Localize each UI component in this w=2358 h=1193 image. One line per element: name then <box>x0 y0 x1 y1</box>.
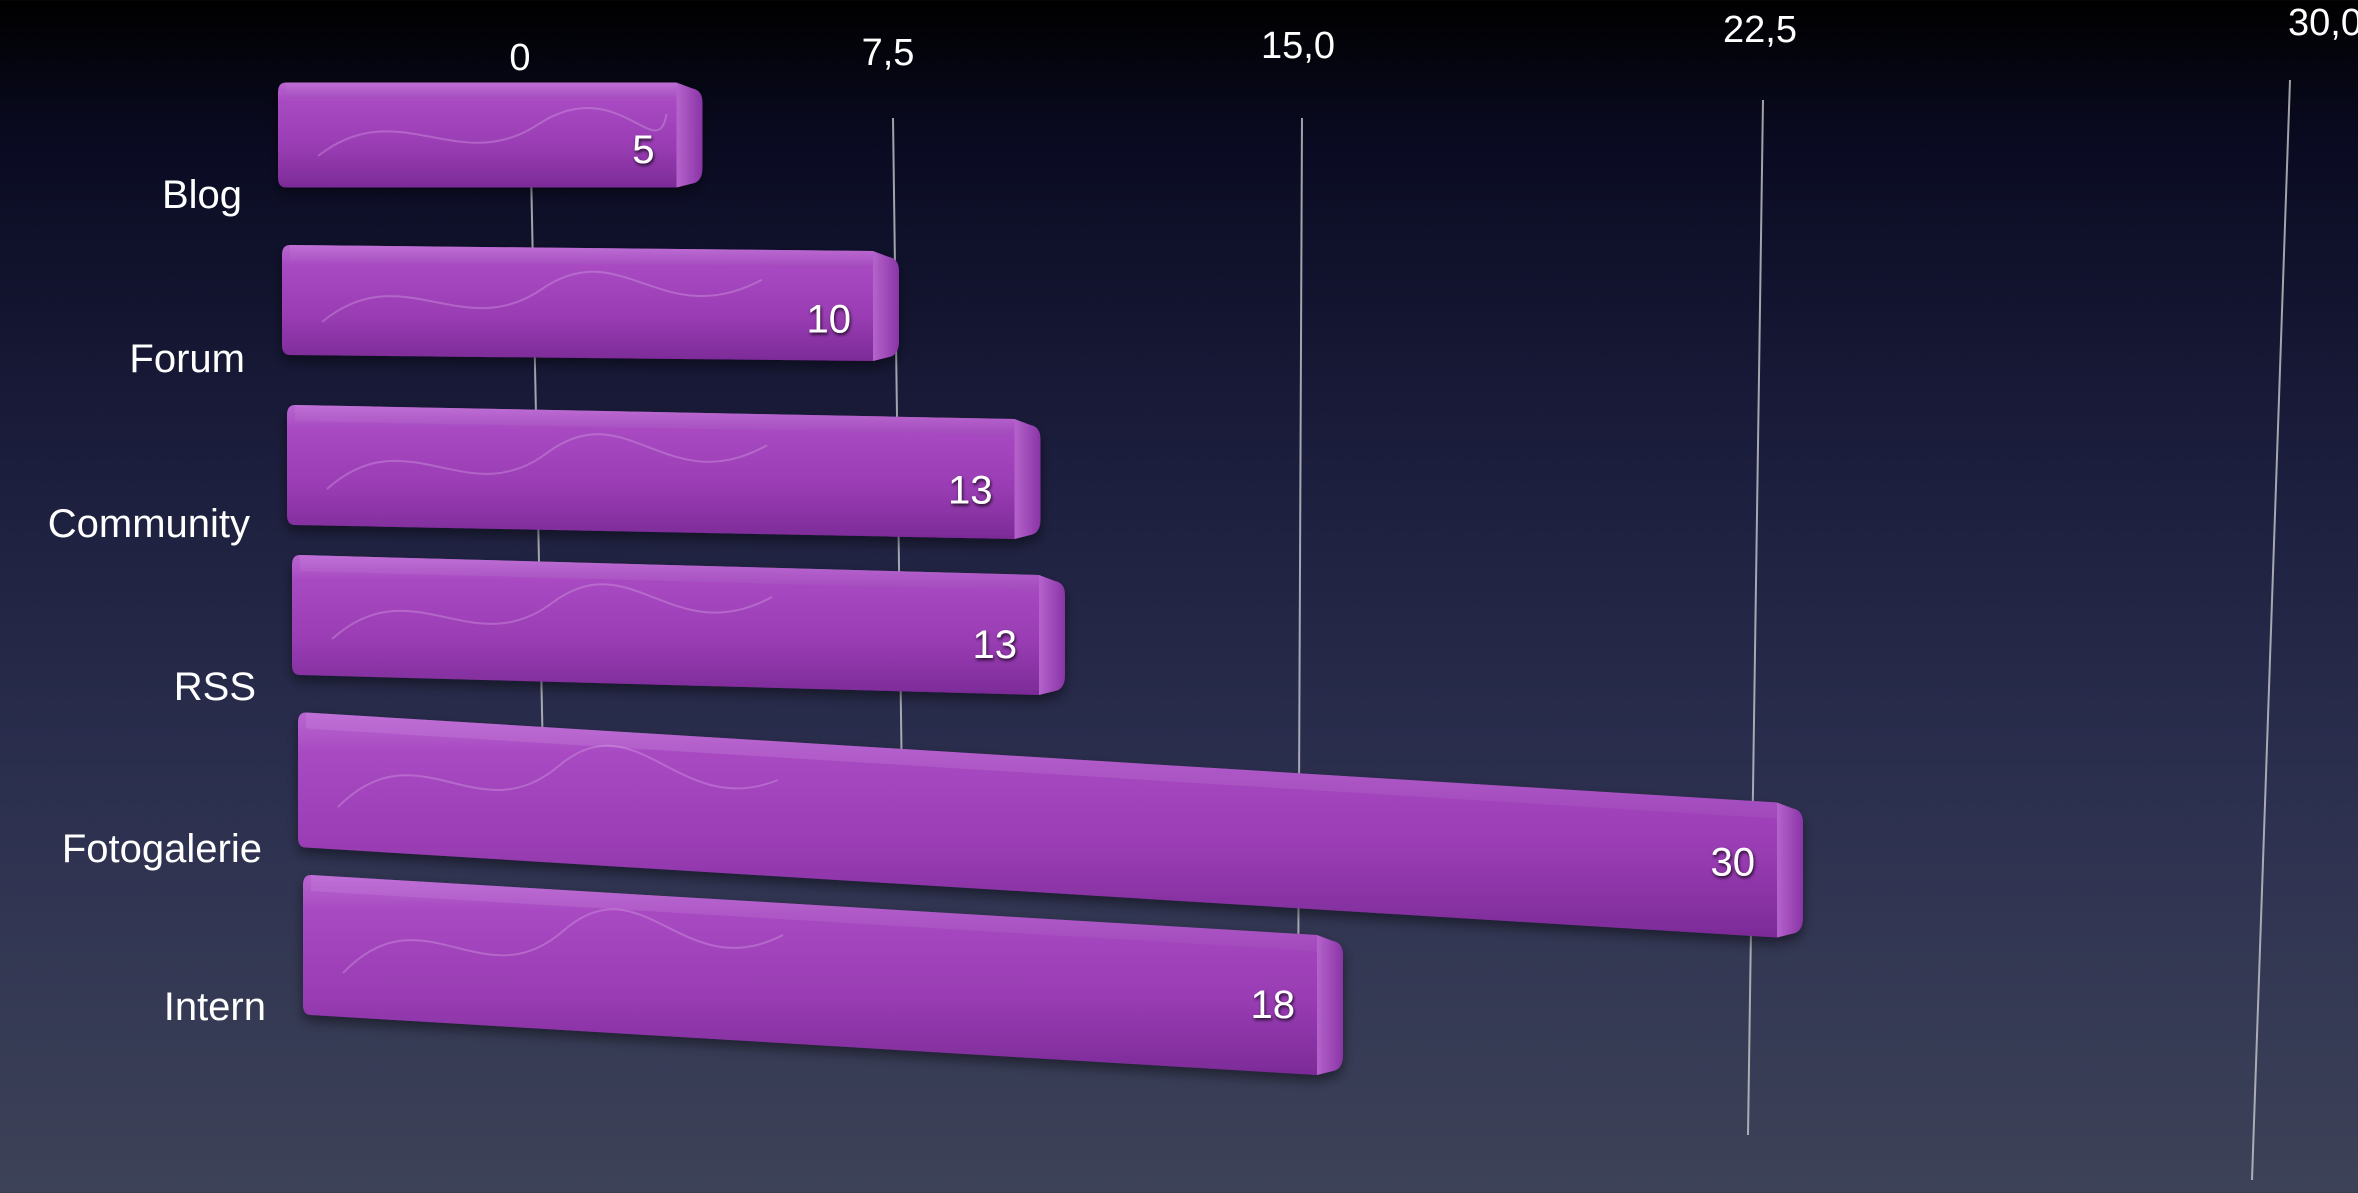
bar-top <box>290 245 873 267</box>
bar-pattern <box>337 744 779 808</box>
bar-intern <box>303 875 1343 1075</box>
bar-end-cap <box>1014 419 1041 539</box>
category-label: Fotogalerie <box>62 827 262 871</box>
gridline <box>2251 79 2291 1181</box>
gridline <box>1747 99 1764 1136</box>
bar-top <box>286 82 677 99</box>
bar-forum <box>282 245 899 361</box>
bar-value-label: 30 <box>1711 841 1756 885</box>
bar-value-label: 10 <box>807 298 852 342</box>
bar-pattern <box>317 107 668 157</box>
bar-face <box>282 245 873 361</box>
bar-community <box>287 405 1041 539</box>
bar-value-label: 18 <box>1251 983 1296 1027</box>
bar-value-label: 13 <box>973 623 1018 667</box>
category-label: Blog <box>162 173 242 217</box>
bar-fotogalerie <box>298 712 1803 938</box>
x-tick-label: 22,5 <box>1723 9 1797 51</box>
bar-rss <box>292 555 1065 695</box>
bar-pattern <box>331 583 773 640</box>
bar-end-cap <box>676 82 703 188</box>
bar-value-label: 5 <box>632 128 654 172</box>
category-label: Community <box>48 502 250 546</box>
bar-pattern <box>342 908 784 974</box>
bar-end-cap <box>1317 935 1343 1075</box>
bar-pattern <box>326 433 768 490</box>
bar-face <box>298 712 1777 938</box>
bar-end-cap <box>1039 575 1065 695</box>
bar-top <box>295 405 1015 435</box>
bar-face <box>287 405 1015 539</box>
x-axis-tick-labels: 0 7,5 15,0 22,5 30,0 <box>509 2 2358 79</box>
category-label: Forum <box>129 337 245 381</box>
bar-value-label: 13 <box>948 469 993 513</box>
bar-end-cap <box>1777 802 1803 938</box>
bar-top <box>306 712 1777 819</box>
x-tick-label: 0 <box>509 37 530 79</box>
bar-top <box>311 875 1317 951</box>
category-label: Intern <box>164 985 266 1029</box>
x-tick-label: 30,0 <box>2288 2 2358 44</box>
bar-top <box>300 555 1039 591</box>
category-labels: Blog Forum Community RSS Fotogalerie Intern <box>48 173 266 1029</box>
x-tick-label: 15,0 <box>1261 25 1335 67</box>
bar-end-cap <box>873 251 899 361</box>
bar-pattern <box>321 270 763 323</box>
bar-blog <box>278 82 703 188</box>
bar-face <box>292 555 1039 695</box>
x-tick-label: 7,5 <box>862 32 915 74</box>
bars: 5 10 13 13 30 18 <box>278 82 1803 1075</box>
category-label: RSS <box>174 665 256 709</box>
